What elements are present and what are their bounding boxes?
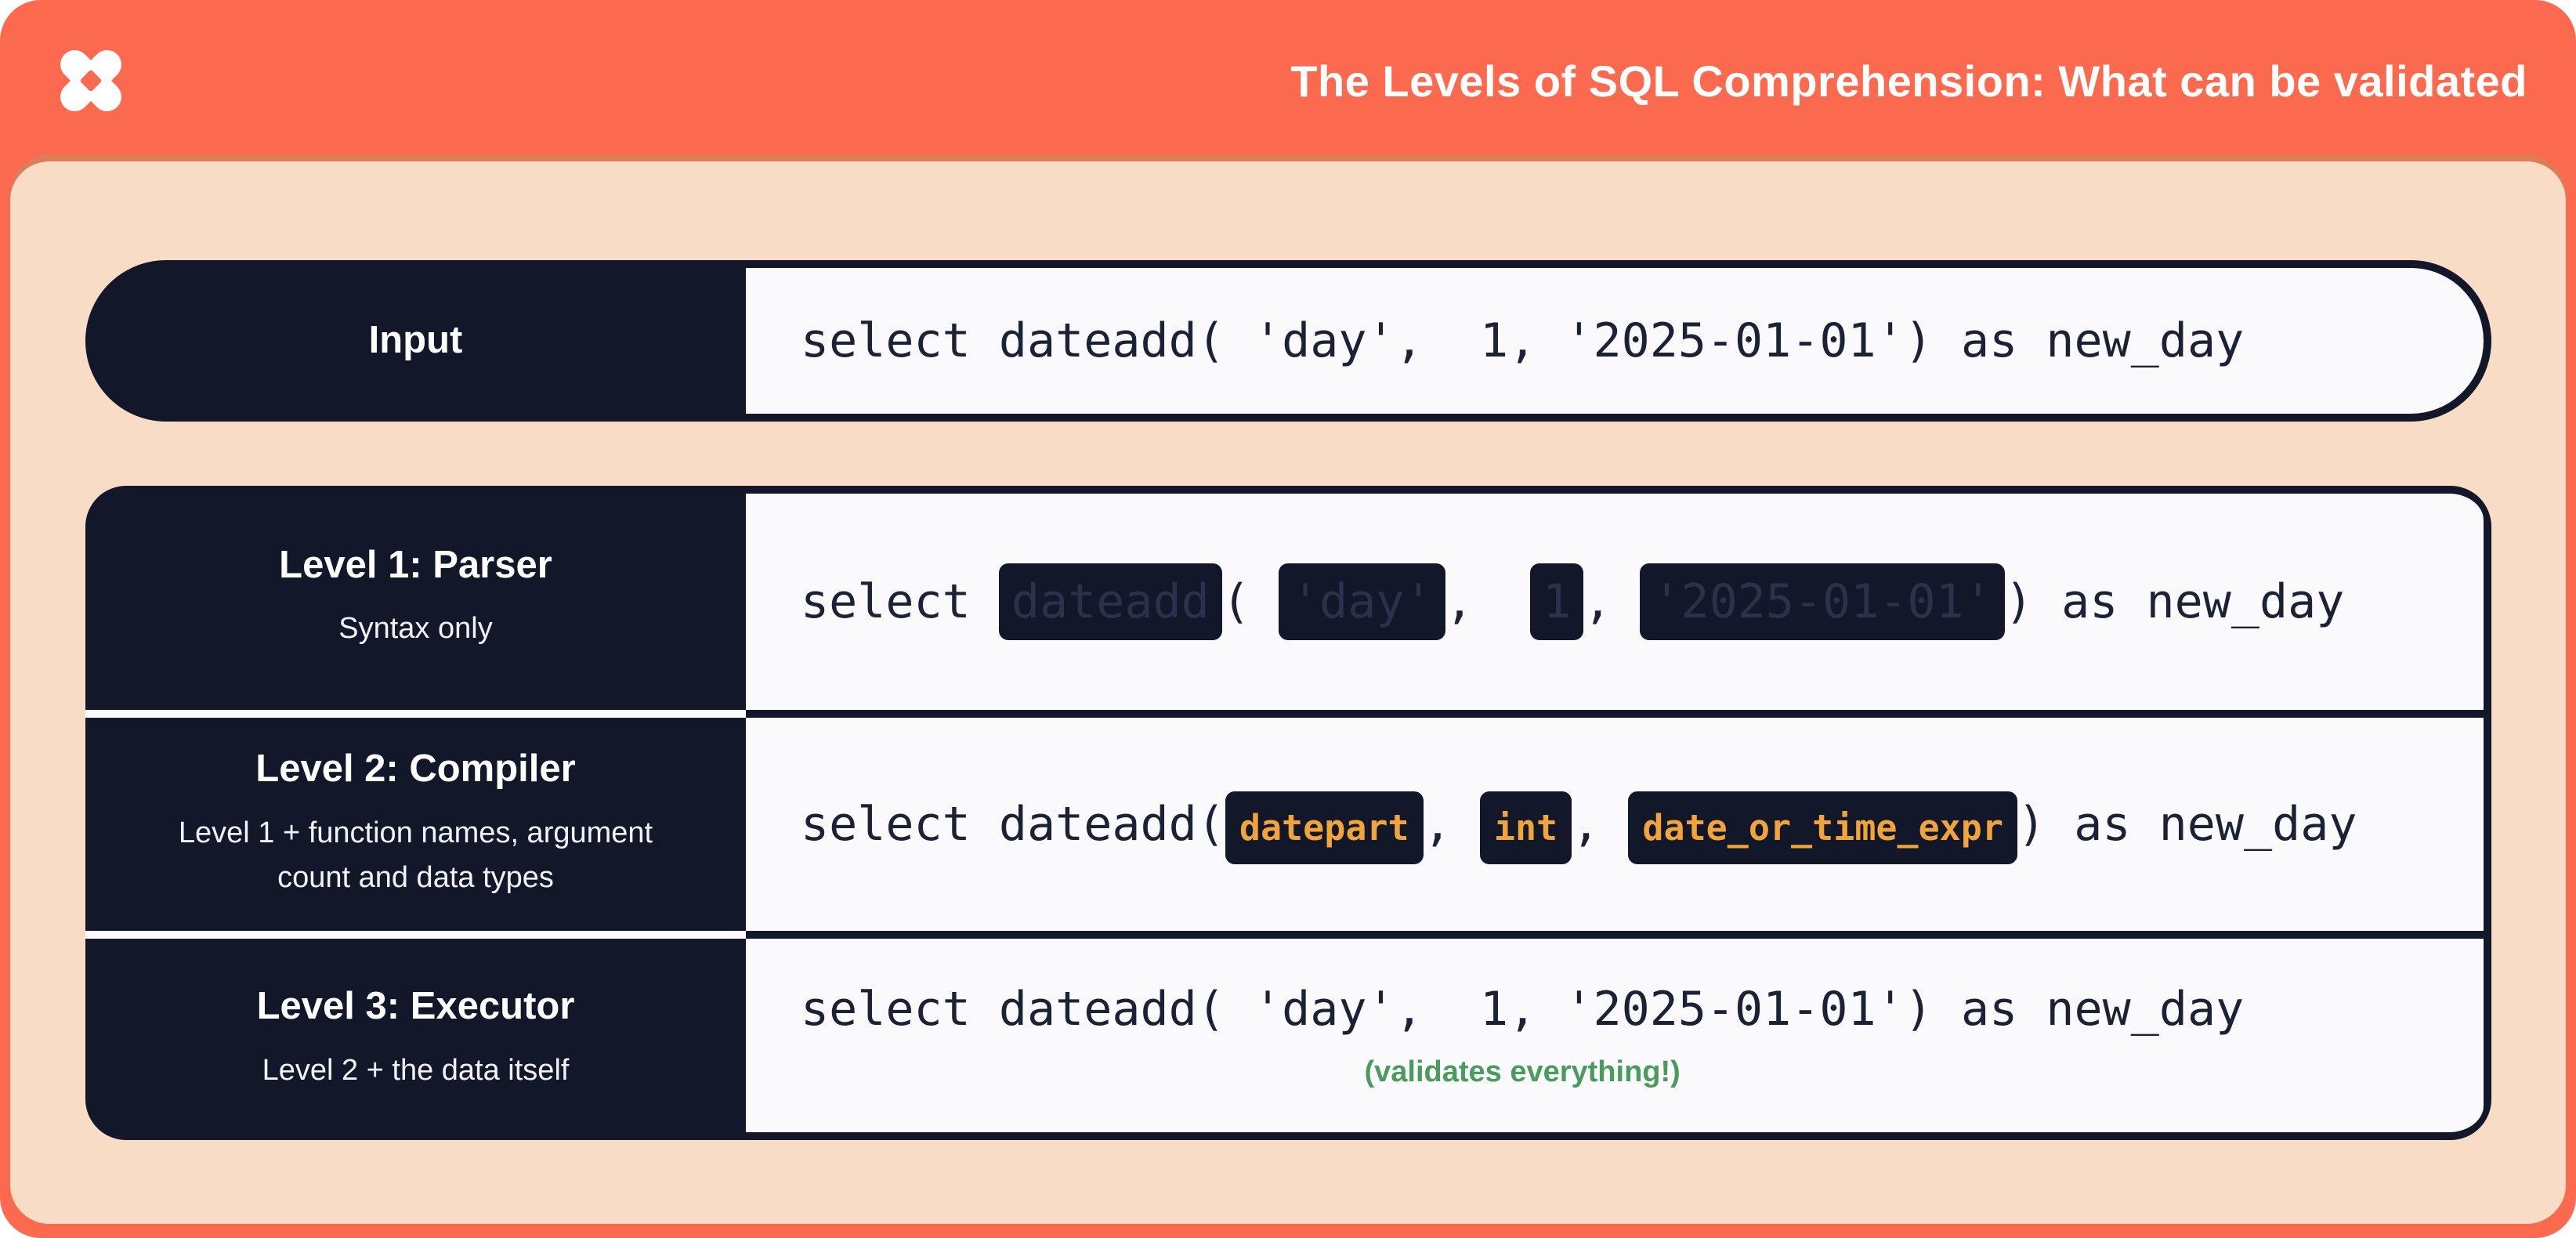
- redacted-token: '2025-01-01': [1640, 563, 2005, 640]
- input-label-cell: Input: [85, 260, 746, 422]
- code-text: select dateadd( 'day', 1, '2025-01-01') …: [801, 982, 2245, 1037]
- input-label: Input: [368, 319, 463, 362]
- dbt-logo-icon: [60, 50, 121, 111]
- level-1-code-line: select dateadd( 'day', 1, '2025-01-01') …: [801, 563, 2345, 640]
- level-1-subtitle: Syntax only: [338, 612, 493, 646]
- type-token: int: [1479, 791, 1572, 864]
- code-text: ,: [1583, 574, 1641, 629]
- validates-everything-caption: (validates everything!): [1364, 1055, 1681, 1088]
- level-3-subtitle: Level 2 + the data itself: [262, 1053, 570, 1087]
- level-3-title: Level 3: Executor: [256, 985, 575, 1028]
- code-text: select: [801, 574, 999, 629]
- level-3-code-cell: select dateadd( 'day', 1, '2025-01-01') …: [746, 931, 2484, 1140]
- code-text: ,: [1572, 797, 1629, 852]
- code-text: ,: [1423, 797, 1480, 852]
- input-code-cell: select dateadd( 'day', 1, '2025-01-01') …: [746, 268, 2484, 414]
- code-text: ,: [1445, 574, 1530, 629]
- redacted-token: 1: [1530, 563, 1584, 640]
- type-token: datepart: [1225, 791, 1424, 864]
- page-title: The Levels of SQL Comprehension: What ca…: [1290, 56, 2527, 106]
- code-text: ) as new_day: [2004, 574, 2345, 629]
- level-2-code-line: select dateadd(datepart, int, date_or_ti…: [801, 791, 2357, 864]
- redacted-token: 'day': [1279, 563, 1445, 640]
- type-token: date_or_time_expr: [1628, 791, 2017, 864]
- code-text: ) as new_day: [2017, 797, 2357, 852]
- levels-table: Level 1: Parser Syntax only select datea…: [85, 486, 2491, 1140]
- level-1-title: Level 1: Parser: [279, 543, 552, 586]
- input-code-line: select dateadd( 'day', 1, '2025-01-01') …: [801, 313, 2244, 368]
- level-1-label-cell: Level 1: Parser Syntax only: [85, 486, 746, 710]
- level-1-code-cell: select dateadd( 'day', 1, '2025-01-01') …: [746, 486, 2484, 710]
- content-panel: Input select dateadd( 'day', 1, '2025-01…: [10, 161, 2566, 1224]
- level-3-code-stack: select dateadd( 'day', 1, '2025-01-01') …: [801, 982, 2244, 1089]
- level-2-title: Level 2: Compiler: [255, 748, 576, 791]
- level-3-label-cell: Level 3: Executor Level 2 + the data its…: [85, 931, 746, 1140]
- code-text: select dateadd(: [801, 797, 1225, 852]
- level-2-subtitle: Level 1 + function names, argument count…: [178, 816, 653, 894]
- level-row-parser: Level 1: Parser Syntax only select datea…: [85, 486, 2491, 710]
- level-3-code-line: select dateadd( 'day', 1, '2025-01-01') …: [801, 982, 2244, 1037]
- level-row-executor: Level 3: Executor Level 2 + the data its…: [85, 931, 2491, 1140]
- level-2-code-cell: select dateadd(datepart, int, date_or_ti…: [746, 710, 2484, 931]
- header-bar: The Levels of SQL Comprehension: What ca…: [0, 0, 2576, 161]
- level-2-label-cell: Level 2: Compiler Level 1 + function nam…: [85, 710, 746, 931]
- redacted-token: dateadd: [998, 563, 1222, 640]
- input-row: Input select dateadd( 'day', 1, '2025-01…: [85, 260, 2491, 422]
- code-text: select dateadd( 'day', 1, '2025-01-01') …: [801, 313, 2245, 368]
- code-text: (: [1221, 574, 1279, 629]
- level-row-compiler: Level 2: Compiler Level 1 + function nam…: [85, 710, 2491, 931]
